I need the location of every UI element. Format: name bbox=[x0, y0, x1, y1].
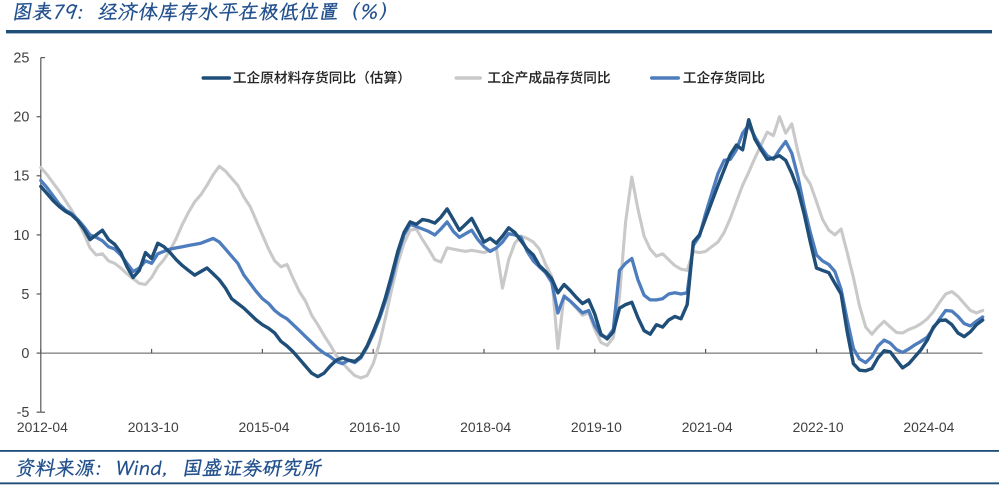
svg-text:0: 0 bbox=[21, 346, 29, 362]
svg-text:2015-04: 2015-04 bbox=[239, 419, 290, 435]
svg-text:2019-10: 2019-10 bbox=[571, 419, 622, 435]
svg-text:10: 10 bbox=[13, 228, 29, 244]
svg-text:2018-04: 2018-04 bbox=[460, 419, 511, 435]
svg-text:5: 5 bbox=[21, 287, 29, 303]
svg-text:15: 15 bbox=[13, 169, 29, 185]
svg-text:2024-04: 2024-04 bbox=[903, 419, 954, 435]
svg-text:25: 25 bbox=[13, 51, 29, 67]
svg-text:20: 20 bbox=[13, 110, 29, 126]
svg-text:2012-04: 2012-04 bbox=[17, 419, 68, 435]
svg-text:2013-10: 2013-10 bbox=[128, 419, 179, 435]
svg-text:-5: -5 bbox=[17, 405, 30, 421]
svg-text:2022-10: 2022-10 bbox=[793, 419, 844, 435]
svg-text:2021-04: 2021-04 bbox=[682, 419, 733, 435]
svg-text:2016-10: 2016-10 bbox=[349, 419, 400, 435]
